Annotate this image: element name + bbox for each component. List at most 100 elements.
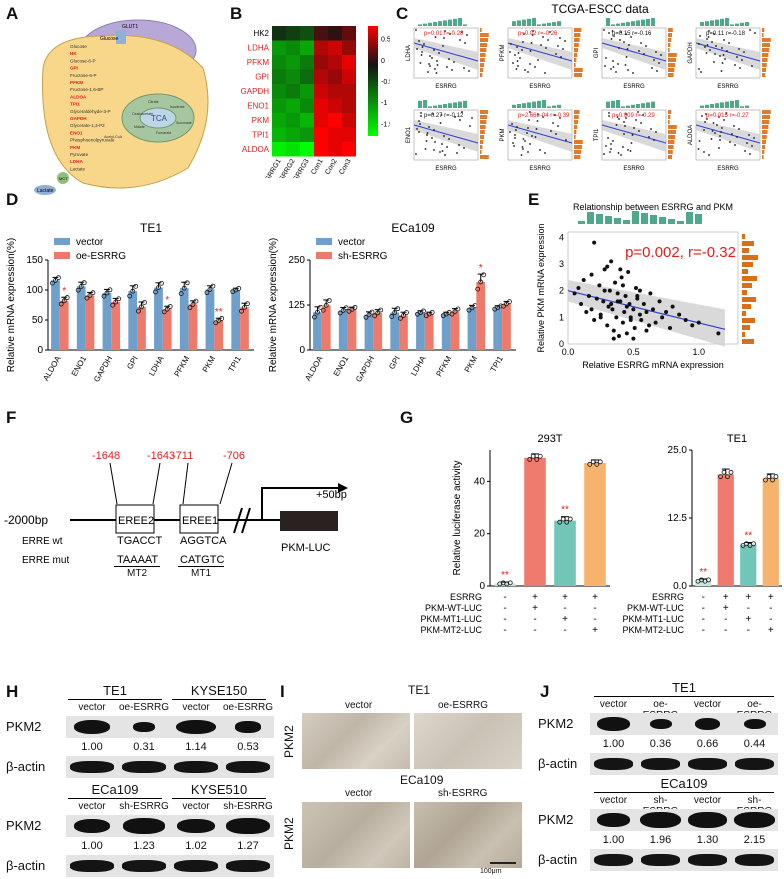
pathway-step-15: Pyruvate [70, 152, 89, 157]
tcga-point-3-12 [721, 62, 724, 64]
tca-item-6: Acetyl-CoA [104, 135, 123, 139]
tcga-point-6-23 [648, 136, 650, 138]
h-actin-band-1-3 [226, 860, 270, 872]
d-left-dot-1-4-2 [167, 304, 173, 309]
d-left-bar-0-3 [128, 291, 138, 350]
tcga-hist-right-5-8 [574, 150, 582, 154]
d-right-dot-0-6-1 [469, 305, 475, 311]
d-left-ylabel: Relative mRNA expression(%) [6, 238, 17, 373]
tcga-point-2-18 [604, 65, 606, 67]
tcga-hist-right-3-5 [762, 53, 769, 57]
heat-cell-2-1 [286, 55, 300, 70]
scale-bar [490, 862, 516, 864]
tcga-point-1-4 [564, 40, 566, 42]
tcga-hist-top-3-9 [745, 22, 749, 26]
heat-cell-3-1 [286, 69, 300, 84]
tcga-hist-top-4-7 [453, 102, 457, 108]
h-cell-line-0-1 [172, 699, 266, 700]
h-band-0-2 [175, 719, 217, 735]
tcga-fit-1 [507, 42, 573, 62]
h-cell-1-1: KYSE510 [190, 782, 248, 797]
d-right-xlabel-0: ALDOA [303, 354, 325, 383]
heat-cell-0-1 [286, 26, 300, 41]
g-left-rowlabel-0: ESRRG [450, 592, 482, 602]
tca-item-4: Fumarate [156, 131, 171, 135]
e-point-46 [664, 310, 669, 314]
d-left-dot-1-6-2 [219, 316, 225, 321]
tcga-point-1-5 [559, 37, 561, 39]
tcga-hist-right-6-2 [668, 120, 670, 124]
tcga-point-2-23 [638, 50, 640, 52]
tcga-hist-top-6-6 [636, 104, 640, 108]
pathway-step-8: TPI1 [70, 102, 80, 107]
tcga-point-2-12 [619, 39, 621, 41]
tcga-hist-top-0-2 [428, 22, 432, 26]
tcga-hist-right-1-1 [574, 33, 581, 37]
d-left-bar-1-0 [59, 300, 69, 350]
e-point-68 [602, 288, 607, 293]
d-right-yticklabel-0: 0 [299, 345, 305, 356]
tcga-hist-top-4-3 [433, 105, 437, 108]
tcga-point-1-15 [509, 51, 511, 53]
tcga-hist-top-5-0 [512, 104, 516, 108]
tca-label: TCA [151, 114, 168, 123]
panel-label-i: I [280, 682, 285, 701]
e-point-67 [615, 299, 620, 304]
tcga-point-2-26 [623, 41, 625, 43]
tcga-ci-3 [696, 38, 760, 70]
tcga-point-6-1 [642, 114, 644, 116]
tcga-hist-top-1-5 [537, 24, 541, 26]
e-title: Relationship between ESRRG and PKM [573, 202, 733, 212]
glut-label: GLUT1 [122, 24, 138, 30]
tcga-hist-right-1-2 [574, 38, 580, 42]
tcga-subplot-6: p=0.009 r=-0.29 TPI1 ESRRG [594, 100, 677, 172]
heat-cell-5-5 [342, 98, 356, 113]
h-loading-1: β-actin [6, 858, 46, 873]
tcga-point-1-33 [522, 41, 524, 43]
tcga-point-0-30 [427, 71, 429, 73]
tcga-point-4-25 [416, 128, 418, 130]
d-right-legend-label-1: sh-ESRRG [338, 251, 388, 262]
d-left-bar-0-2 [102, 293, 112, 350]
tcga-hist-right-0-3 [480, 43, 488, 47]
tcga-point-0-6 [429, 55, 431, 57]
tcga-hist-top-2-4 [626, 22, 630, 26]
tcga-hist-right-7-8 [762, 150, 765, 154]
tcga-point-7-31 [719, 135, 721, 137]
g-right-yticklabel-1: 12.5 [668, 513, 688, 524]
tcga-point-4-2 [415, 153, 417, 155]
tcga-point-7-2 [748, 134, 750, 136]
d-right-dot-1-4-2 [429, 309, 435, 315]
d-left-xlabel-3: GPI [125, 355, 140, 371]
tcga-point-0-2 [463, 67, 465, 69]
e-xlabel: Relative ESRRG mRNA expression [582, 360, 724, 370]
tcga-hist-right-0-7 [480, 63, 484, 67]
tcga-point-4-10 [433, 129, 435, 131]
d-right-dot-1-0-2 [326, 298, 332, 303]
tcga-hist-right-6-6 [668, 140, 675, 144]
g-left-sign-0-1: + [532, 592, 538, 603]
tcga-point-5-23 [537, 113, 539, 115]
g-left-dot-1-2 [534, 457, 540, 462]
tcga-point-4-0 [420, 115, 422, 117]
ihc-bottom-protein: PKM2 [282, 817, 296, 850]
d-right-bar-0-7 [493, 307, 503, 350]
heat-cell-2-0 [272, 55, 286, 70]
tcga-point-0-10 [423, 43, 425, 45]
tcga-point-7-9 [705, 113, 707, 115]
j-band-0-2 [694, 718, 721, 730]
tcga-point-3-27 [713, 61, 715, 63]
pathway-step-0: Glucose [70, 44, 87, 49]
g-right-dot-1-0 [718, 474, 723, 480]
tcga-point-2-21 [625, 56, 628, 58]
e-hist-top-11 [677, 221, 684, 224]
pathway-step-4: Fructose-6-P [70, 73, 97, 78]
e-point-2 [579, 302, 584, 306]
tcga-point-2-11 [640, 42, 642, 44]
tcga-hist-right-6-0 [668, 110, 672, 114]
tcga-point-5-28 [512, 142, 514, 144]
heat-cell-8-3 [314, 142, 328, 157]
tcga-point-0-27 [434, 36, 437, 38]
e-point-59 [631, 336, 636, 341]
d-right-dot-1-6-0 [475, 286, 481, 292]
